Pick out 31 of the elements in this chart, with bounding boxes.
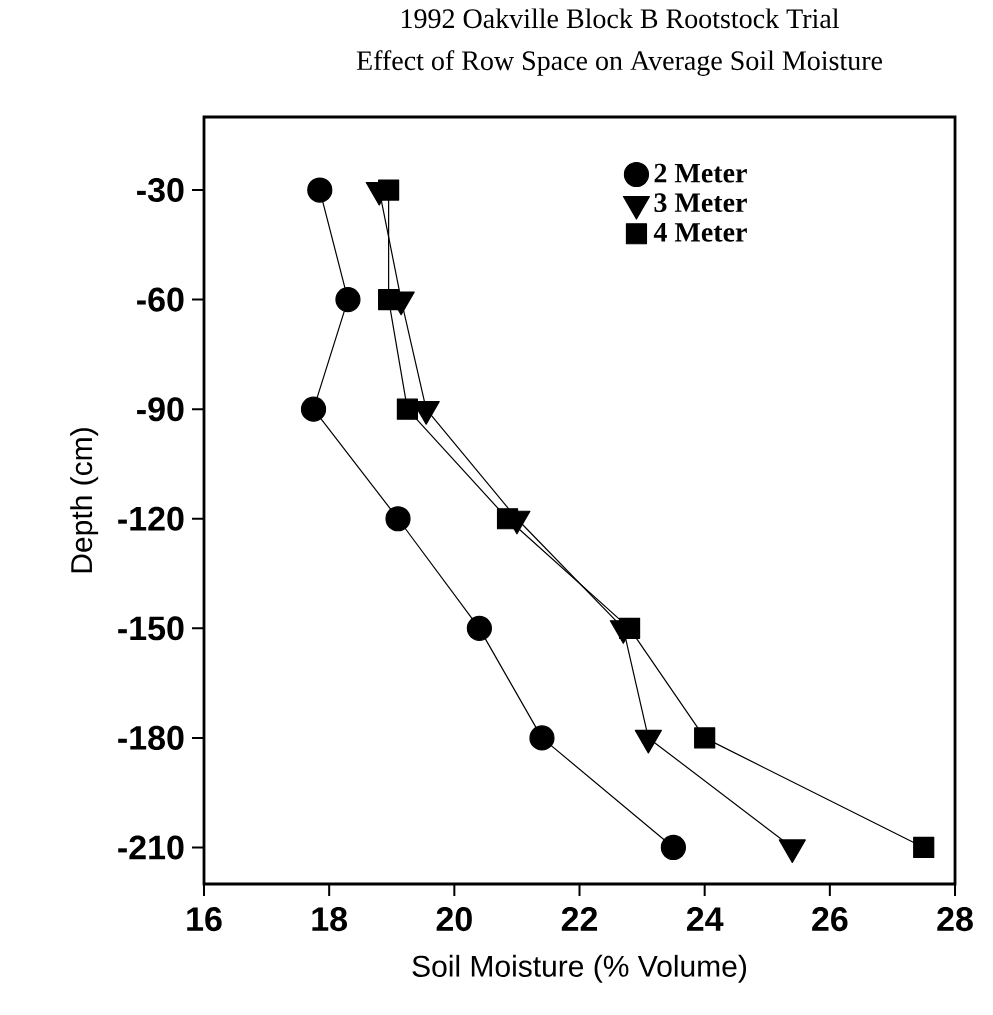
x-axis-title: Soil Moisture (% Volume) [412,954,746,983]
y-tick-label: -60 [137,287,184,312]
point [335,287,361,313]
point [396,398,418,420]
legend-label: 2 Meter [654,163,747,183]
y-tick-label: -210 [118,835,184,860]
x-tick-label: 28 [937,907,973,932]
point [385,506,411,532]
point [660,834,686,861]
point [466,615,492,641]
point [694,727,716,749]
point [300,396,327,422]
legend-label: 3 Meter [654,193,747,213]
chart-subtitle: Effect of Row Space on Average Soil Moisture [356,50,883,76]
x-tick-label: 26 [812,907,848,932]
legend-label: 4 Meter [653,223,747,242]
y-tick-label: -30 [137,177,184,203]
point [913,836,935,859]
y-tick-label: -120 [118,506,184,531]
x-tick-label: 20 [436,907,472,932]
point [307,177,333,203]
y-tick-label: -150 [118,616,184,641]
y-axis-title: Depth (cm) [70,428,99,573]
x-tick-label: 18 [312,907,348,932]
point [529,725,555,751]
y-tick-label: -90 [137,397,184,422]
y-tick-label: -180 [118,725,184,750]
x-tick-label: 16 [187,907,222,932]
chart-title: 1992 Oakville Block B Rootstock Trial [401,8,839,29]
x-tick-label: 24 [686,907,724,931]
x-tick-label: 22 [561,907,598,931]
